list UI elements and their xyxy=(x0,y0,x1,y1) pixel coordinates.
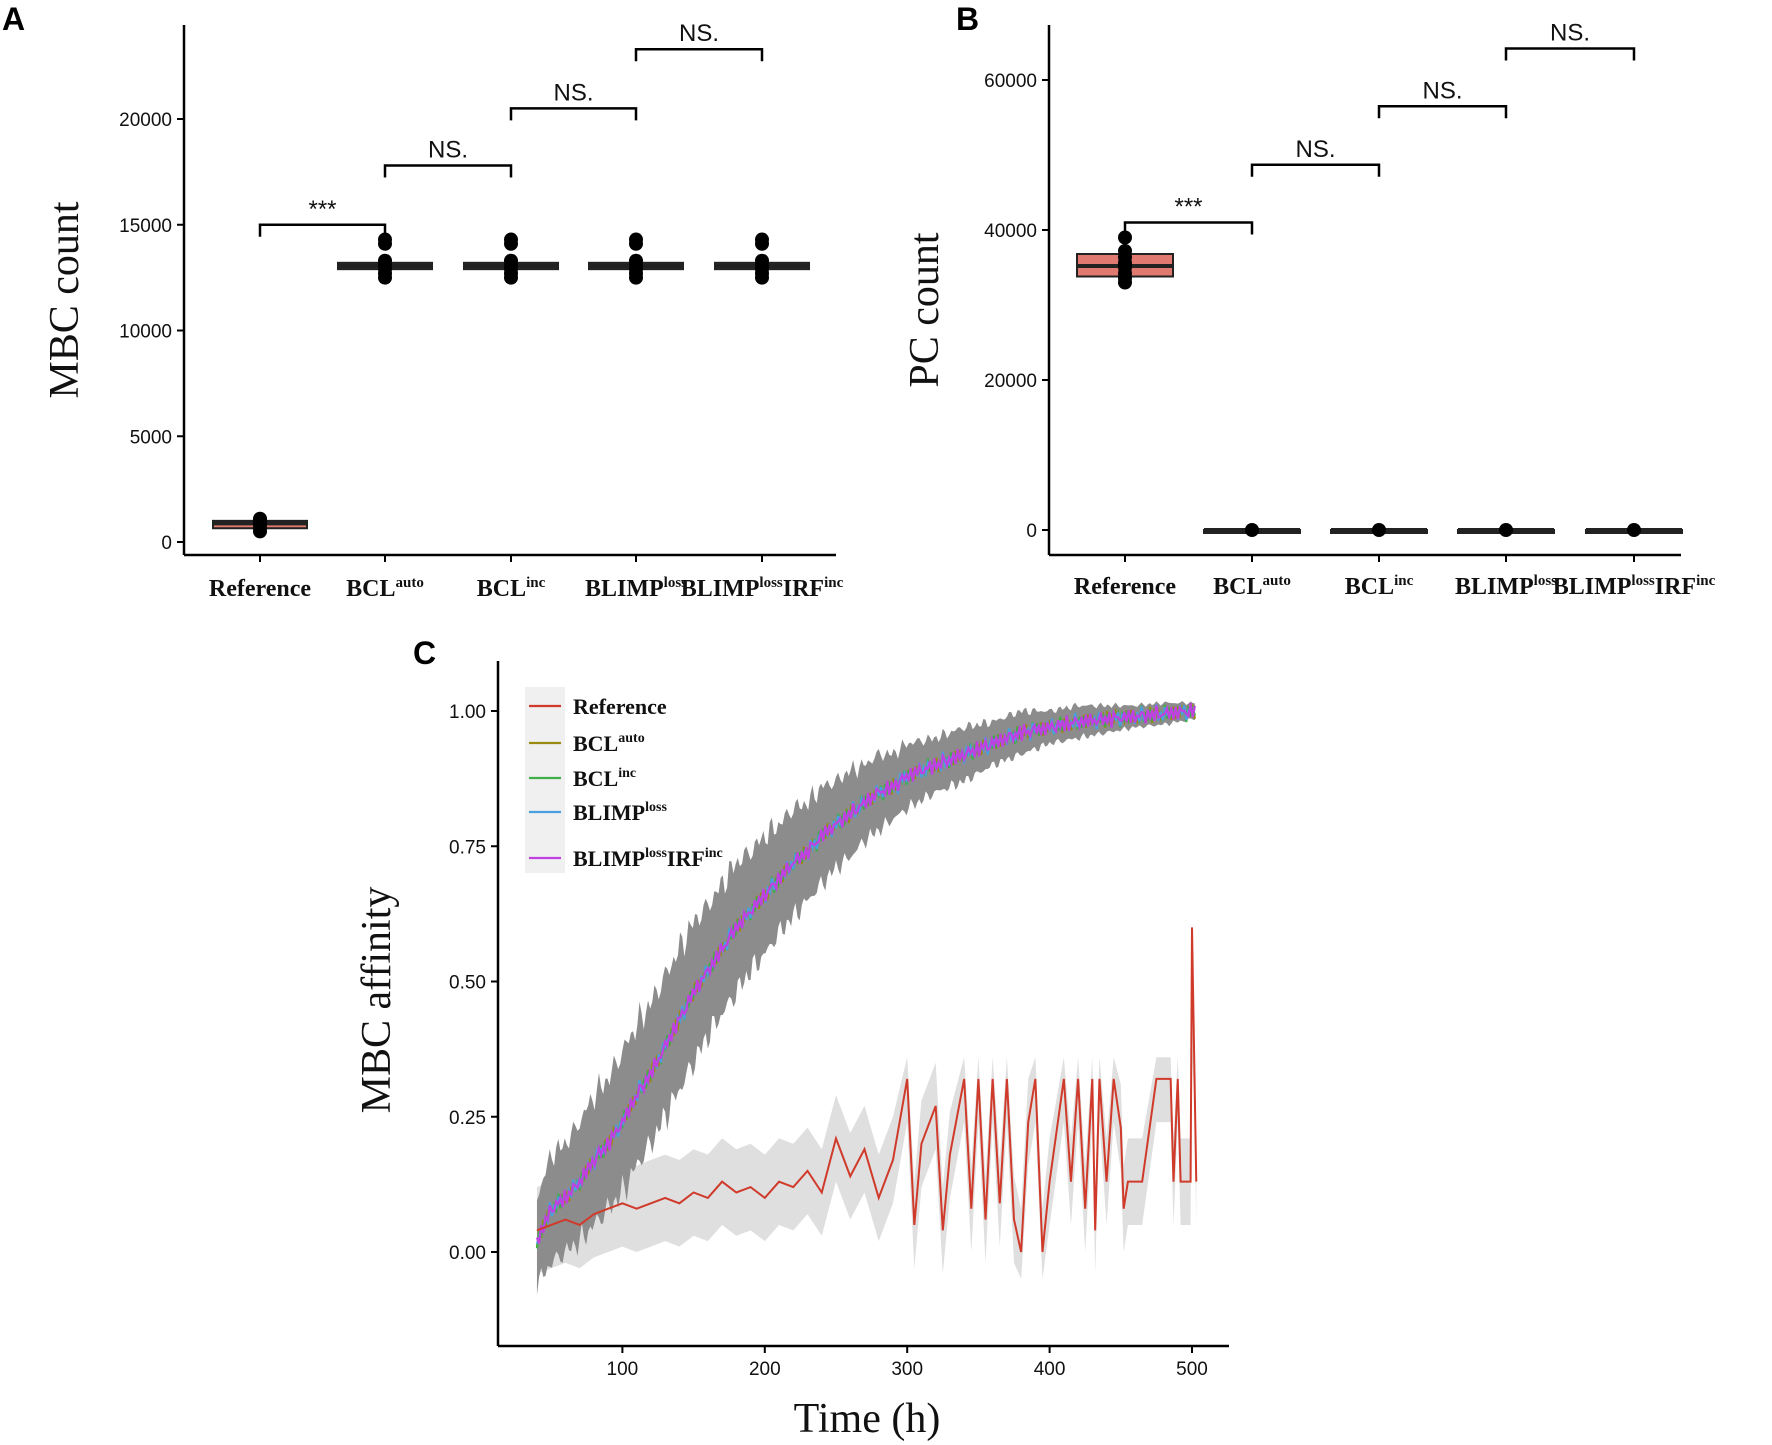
panel-a-point xyxy=(504,232,518,247)
panel-a-point xyxy=(378,253,392,268)
panel-a-y-tick-label: 20000 xyxy=(119,110,172,131)
panel-a-point xyxy=(378,232,392,247)
panel-b-pc-count-boxplot: 0 20000 40000 60000 Reference BCLauto BCLinc BL… xyxy=(984,20,1715,601)
panel-b-significance-bracket xyxy=(1123,221,1254,235)
panel-b-y-tick-label: 20000 xyxy=(984,371,1037,392)
panel-a-point xyxy=(629,232,643,247)
panel-a-category-label-4: BLIMPlossIRFinc xyxy=(681,575,844,602)
panel-a-category-label-2: BCLinc xyxy=(477,575,546,602)
panel-a-y-tick-label: 0 xyxy=(161,533,172,554)
panel-c-y-tick-label: 0.25 xyxy=(449,1108,486,1129)
panel-c-legend-label-0: Reference xyxy=(573,694,667,719)
panel-c-mutant-ribbon xyxy=(536,701,1195,1296)
panel-a-category-label-1: BCLauto xyxy=(346,575,424,602)
panel-b-y-tick-label: 60000 xyxy=(984,71,1037,92)
panel-b-significance-label: *** xyxy=(1174,194,1202,221)
panel-c-x-axis-title: Time (h) xyxy=(794,1396,941,1442)
panel-c-y-axis-title: MBC affinity xyxy=(354,887,400,1114)
panel-c-x-tick-label: 400 xyxy=(1034,1359,1066,1380)
panel-a-y-tick-label: 15000 xyxy=(119,216,172,237)
panel-b-significance-label: NS. xyxy=(1295,136,1335,163)
panel-a-mbc-count-boxplot: 0 5000 10000 15000 20000 Reference BCLauto BCLi… xyxy=(119,20,843,602)
panel-b-significance-label: NS. xyxy=(1422,77,1462,104)
panel-a-significance-bracket xyxy=(509,107,638,121)
panel-c-legend-label-4: BLIMPlossIRFinc xyxy=(573,846,723,871)
panel-label-c: C xyxy=(413,635,436,671)
panel-b-point xyxy=(1372,523,1386,537)
panel-a-y-tick-label: 10000 xyxy=(119,322,172,343)
panel-b-category-label-1: BCLauto xyxy=(1213,573,1291,600)
panel-b-y-tick-label: 40000 xyxy=(984,221,1037,242)
panel-c-legend: Reference BCLauto BCLinc BLIMPloss BLIMPloss… xyxy=(525,687,723,873)
panel-b-y-axis-title: PC count xyxy=(902,232,948,388)
panel-c-y-tick-label: 1.00 xyxy=(449,702,486,723)
panel-a-significance-label: NS. xyxy=(428,137,468,164)
panel-b-point xyxy=(1118,244,1132,258)
panel-b-category-label-2: BCLinc xyxy=(1345,573,1414,600)
panel-b-significance-bracket xyxy=(1504,47,1636,61)
panel-a-point xyxy=(629,253,643,268)
panel-b-point xyxy=(1245,523,1259,537)
panel-label-a: A xyxy=(2,1,25,37)
panel-c-legend-key-background xyxy=(525,687,565,873)
panel-c-y-tick-label: 0.75 xyxy=(449,837,486,858)
panel-b-y-tick-label: 0 xyxy=(1026,521,1037,542)
panel-a-point xyxy=(755,232,769,247)
panel-b-category-label-4: BLIMPlossIRFinc xyxy=(1553,573,1716,600)
panel-c-x-tick-label: 100 xyxy=(607,1359,639,1380)
panel-b-significance-label: NS. xyxy=(1550,20,1590,47)
panel-c-line-blimp-loss-irf-inc xyxy=(535,703,1196,1244)
panel-a-significance-label: *** xyxy=(308,196,336,223)
panel-a-significance-bracket xyxy=(383,164,513,178)
panel-b-category-label-3: BLIMPloss xyxy=(1455,573,1557,600)
panel-c-reference-ribbon xyxy=(536,970,1197,1280)
panel-c-x-tick-label: 300 xyxy=(891,1359,923,1380)
panel-c-x-tick-label: 500 xyxy=(1176,1359,1208,1380)
panel-a-significance-label: NS. xyxy=(679,20,719,47)
panel-label-b: B xyxy=(956,1,979,37)
panel-b-significance-bracket xyxy=(1377,105,1508,119)
panel-b-category-label-0: Reference xyxy=(1074,574,1177,600)
panel-c-mbc-affinity-lineplot: 0.00 0.25 0.50 0.75 1.00 100 200 300 400 500 Refer… xyxy=(449,661,1229,1380)
panel-b-point xyxy=(1118,230,1132,245)
panel-a-y-axis-title: MBC count xyxy=(42,201,88,399)
panel-a-y-tick-label: 5000 xyxy=(130,427,172,448)
panel-b-significance-bracket xyxy=(1250,163,1381,177)
panel-a-significance-label: NS. xyxy=(553,79,593,106)
panel-b-point xyxy=(1499,523,1513,537)
panel-c-y-tick-label: 0.50 xyxy=(449,973,486,994)
panel-a-point xyxy=(755,253,769,268)
panel-a-category-label-3: BLIMPloss xyxy=(585,575,687,602)
panel-a-significance-bracket xyxy=(634,47,764,62)
panel-c-x-tick-label: 200 xyxy=(749,1359,781,1380)
panel-b-point xyxy=(1627,523,1641,537)
panel-c-legend-label-3: BLIMPloss xyxy=(573,800,667,825)
panel-a-point xyxy=(504,253,518,268)
panel-a-significance-bracket xyxy=(258,223,387,237)
panel-c-legend-label-2: BCLinc xyxy=(573,766,636,791)
panel-c-line-reference xyxy=(536,927,1198,1253)
panel-a-point xyxy=(253,511,267,526)
panel-c-y-tick-label: 0.00 xyxy=(449,1243,486,1264)
panel-c-legend-label-1: BCLauto xyxy=(573,731,645,756)
panel-a-category-label-0: Reference xyxy=(209,576,312,602)
